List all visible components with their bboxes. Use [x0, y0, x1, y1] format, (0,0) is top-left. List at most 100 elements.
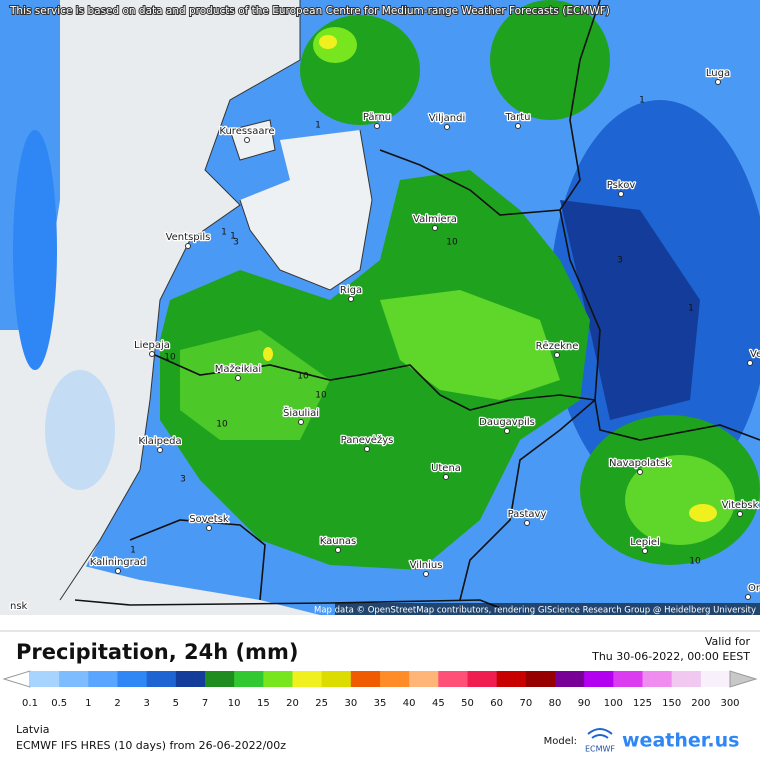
gulf-of-riga [240, 130, 372, 290]
notice: This service is based on data and produc… [9, 5, 610, 17]
city-marker [244, 137, 250, 143]
city-label: nsk [10, 601, 28, 612]
legend-swatch [380, 671, 410, 687]
legend-label: 25 [315, 698, 328, 709]
legend-label: 10 [228, 698, 241, 709]
legend-swatch [584, 671, 614, 687]
legend-label: 20 [286, 698, 299, 709]
border [154, 354, 596, 411]
legend-swatch [117, 671, 148, 687]
precip-area [13, 130, 57, 370]
city-label: Kaunas [320, 536, 357, 547]
legend-swatch [700, 671, 731, 687]
city-marker [115, 568, 121, 574]
island [229, 119, 276, 161]
contour-label: 10 [164, 353, 176, 363]
border [129, 519, 266, 601]
brand: weather.us [622, 730, 739, 752]
legend-swatch [30, 671, 60, 687]
legend-swatch [467, 671, 498, 687]
city-label: Vel [750, 349, 760, 360]
precip-max [319, 35, 337, 49]
legend-swatch [555, 671, 585, 687]
contour-label: 1 [230, 232, 236, 242]
model-run: ECMWF IFS HRES (10 days) from 26-06-2022… [16, 739, 286, 752]
city-marker [157, 447, 163, 453]
legend-swatch [409, 671, 439, 687]
legend-label: 1 [85, 698, 91, 709]
city-marker [737, 511, 743, 517]
city-marker [747, 360, 753, 366]
contour-label: 10 [297, 372, 309, 382]
city-label: Luga [706, 68, 730, 79]
city-label: Pärnu [363, 112, 391, 123]
city-marker [444, 124, 450, 130]
city-label: Utena [431, 463, 461, 474]
legend-label: 3 [143, 698, 149, 709]
city-marker [554, 352, 560, 358]
legend-swatch [59, 671, 89, 687]
legend-label: 70 [519, 698, 532, 709]
legend-swatch [642, 671, 673, 687]
map: Luga Kuressaare Pärnu Viljandi Tartu Pskov Val… [0, 0, 760, 615]
precip-max [689, 504, 717, 522]
precip-area [160, 170, 590, 570]
legend-label: 0.5 [51, 698, 67, 709]
contour-label: 1 [639, 96, 645, 106]
precip-area [625, 455, 735, 545]
legend-label: 50 [461, 698, 474, 709]
city-marker [637, 469, 643, 475]
city-label: Ventspils [166, 232, 211, 243]
precip-area [380, 290, 560, 400]
city-label: Vitebsk [722, 500, 759, 511]
border [459, 399, 596, 601]
legend-arrow-low [2, 670, 31, 688]
legend-swatch [205, 671, 235, 687]
legend-swatch [292, 671, 323, 687]
legend-label: 5 [173, 698, 179, 709]
city-marker [335, 547, 341, 553]
city-label: Pastavy [508, 509, 547, 520]
city-marker [642, 548, 648, 554]
city-label: Kaliningrad [90, 557, 146, 568]
coastline [239, 129, 373, 291]
city-label: Navapolatsk [609, 458, 671, 469]
city-marker [364, 446, 370, 452]
border [74, 599, 501, 609]
city-marker [348, 296, 354, 302]
city-label: Ors [748, 583, 760, 594]
city-label: Viljandi [429, 113, 466, 124]
legend-label: 35 [374, 698, 387, 709]
city-label: Sovetsk [189, 514, 229, 525]
legend-label: 60 [490, 698, 503, 709]
contour-label: 3 [617, 256, 623, 266]
valid-label: Valid for [705, 635, 751, 648]
precip-area [180, 330, 330, 440]
legend-swatch [175, 671, 206, 687]
city-marker [423, 571, 429, 577]
legend-label: 100 [604, 698, 623, 709]
legend-label: 7 [202, 698, 208, 709]
contour-label: 1 [130, 546, 136, 556]
legend-swatch [321, 671, 352, 687]
city-marker [745, 594, 751, 600]
legend-swatch [146, 671, 177, 687]
city-label: Rēzekne [536, 341, 579, 352]
city-marker [298, 419, 304, 425]
model-name: ECMWF [585, 745, 615, 754]
contour-label: 10 [315, 391, 327, 401]
legend-label: 200 [691, 698, 710, 709]
city-label: Liepaja [134, 340, 170, 351]
contour-label: 3 [180, 475, 186, 485]
precip-max [263, 347, 273, 361]
legend-label: 15 [257, 698, 270, 709]
contour-label: 1 [221, 228, 227, 238]
legend-label: 90 [578, 698, 591, 709]
precip-area [300, 15, 420, 125]
legend-swatch [613, 671, 643, 687]
legend-swatch [671, 671, 702, 687]
contour-label: 1 [315, 121, 321, 131]
city-marker [504, 428, 510, 434]
city-marker [618, 191, 624, 197]
